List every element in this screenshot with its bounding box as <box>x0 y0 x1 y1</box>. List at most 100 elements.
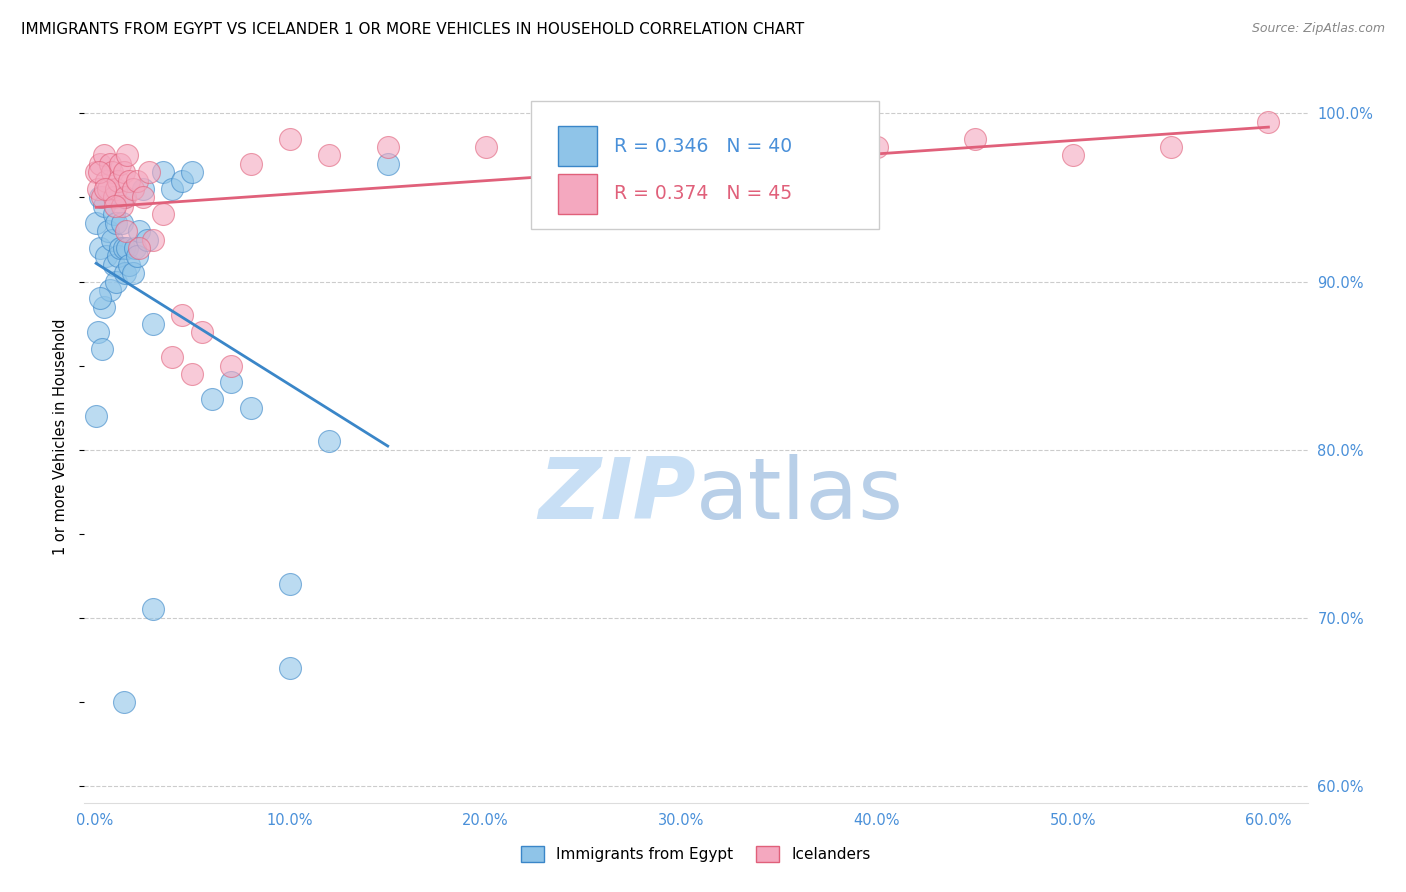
Bar <box>558 127 598 167</box>
Point <box>112 695 135 709</box>
Point <box>118 174 141 188</box>
Point <box>132 190 155 204</box>
Point <box>87 182 110 196</box>
Point <box>104 199 127 213</box>
Point <box>112 241 135 255</box>
Point <box>278 577 301 591</box>
Point <box>89 190 111 204</box>
Point <box>107 249 129 263</box>
Point <box>104 182 127 196</box>
Point <box>98 283 121 297</box>
Point <box>219 376 242 390</box>
Point <box>112 165 135 179</box>
Point <box>94 182 117 196</box>
FancyBboxPatch shape <box>531 101 880 228</box>
Point <box>136 233 159 247</box>
Point <box>128 224 150 238</box>
Point <box>963 131 986 145</box>
Point <box>91 342 114 356</box>
Point <box>191 325 214 339</box>
Point <box>866 140 889 154</box>
Point <box>239 157 262 171</box>
Point <box>128 241 150 255</box>
Point <box>89 157 111 171</box>
Point <box>97 182 120 196</box>
Point <box>98 157 121 171</box>
Text: IMMIGRANTS FROM EGYPT VS ICELANDER 1 OR MORE VEHICLES IN HOUSEHOLD CORRELATION C: IMMIGRANTS FROM EGYPT VS ICELANDER 1 OR … <box>21 22 804 37</box>
Point <box>162 350 184 364</box>
Point <box>84 216 107 230</box>
Point <box>377 140 399 154</box>
Text: atlas: atlas <box>696 454 904 537</box>
Point <box>103 207 125 221</box>
Point <box>318 434 340 449</box>
Point <box>572 148 595 162</box>
Point <box>152 165 174 179</box>
Point <box>1257 115 1279 129</box>
Point <box>93 199 115 213</box>
Point <box>278 661 301 675</box>
Point <box>117 148 139 162</box>
Point <box>122 182 145 196</box>
Point <box>278 131 301 145</box>
Point <box>200 392 222 407</box>
Text: R = 0.374   N = 45: R = 0.374 N = 45 <box>614 185 792 203</box>
Point <box>124 241 146 255</box>
Point <box>142 233 165 247</box>
Point <box>103 258 125 272</box>
Point <box>104 275 127 289</box>
Point <box>117 241 139 255</box>
Point <box>142 317 165 331</box>
Point <box>318 148 340 162</box>
Point <box>84 165 107 179</box>
Point <box>112 190 135 204</box>
Text: ZIP: ZIP <box>538 454 696 537</box>
Point <box>172 308 194 322</box>
Point <box>100 165 122 179</box>
Point <box>127 249 149 263</box>
Point <box>94 249 117 263</box>
Point <box>1160 140 1182 154</box>
Point <box>142 602 165 616</box>
Point <box>115 224 138 238</box>
Point <box>114 266 136 280</box>
Point <box>118 258 141 272</box>
Point <box>100 233 122 247</box>
Point <box>108 241 131 255</box>
Point <box>103 190 125 204</box>
Text: Source: ZipAtlas.com: Source: ZipAtlas.com <box>1251 22 1385 36</box>
Point <box>474 140 496 154</box>
Point <box>138 165 160 179</box>
Point <box>219 359 242 373</box>
Point <box>87 325 110 339</box>
Point <box>110 216 132 230</box>
Point <box>768 148 790 162</box>
Point <box>162 182 184 196</box>
Point <box>89 291 111 305</box>
Point <box>132 182 155 196</box>
Point <box>108 157 131 171</box>
Point <box>671 131 693 145</box>
Point <box>181 367 204 381</box>
Text: R = 0.346   N = 40: R = 0.346 N = 40 <box>614 136 792 156</box>
Point <box>377 157 399 171</box>
Point <box>107 174 129 188</box>
Legend: Immigrants from Egypt, Icelanders: Immigrants from Egypt, Icelanders <box>515 840 877 868</box>
Point <box>127 174 149 188</box>
Point <box>97 224 120 238</box>
Point <box>89 241 111 255</box>
Point <box>104 216 127 230</box>
Point <box>87 165 110 179</box>
Point <box>114 190 136 204</box>
Point <box>91 190 114 204</box>
Point <box>152 207 174 221</box>
Point <box>110 199 132 213</box>
Point <box>93 300 115 314</box>
Point <box>94 174 117 188</box>
Bar <box>558 174 598 214</box>
Point <box>172 174 194 188</box>
Point <box>1062 148 1084 162</box>
Point <box>93 148 115 162</box>
Point <box>181 165 204 179</box>
Point <box>239 401 262 415</box>
